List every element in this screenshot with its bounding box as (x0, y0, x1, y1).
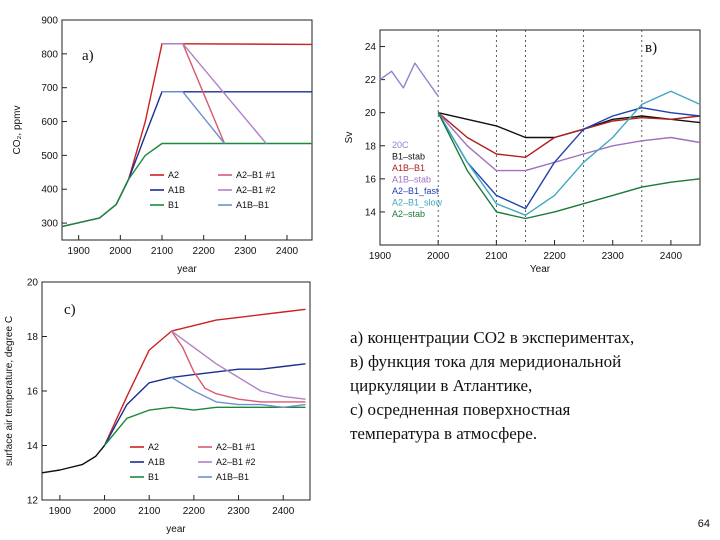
caption-line-c: c) осредненная поверхностная (350, 400, 571, 419)
y-tick-label: 600 (41, 117, 58, 128)
legend-label: B1 (148, 472, 159, 482)
legend-label: A2–B1 #2 (216, 457, 256, 467)
legend-label: B1–stab (392, 152, 425, 162)
series-line (162, 91, 226, 144)
caption-line-b: в) функция тока для меридиональной (350, 352, 622, 371)
y-tick-label: 16 (27, 387, 39, 398)
series-line (437, 112, 701, 158)
caption-line-a: a) концентрации CO2 в экспериментах, (350, 328, 635, 347)
legend-label: A2 (168, 170, 179, 180)
chart-atlantic-stream-function: 1900 2000 2100 2200 2300 2400 14 16 18 20 22 24 Year… (344, 29, 701, 275)
series-line (162, 43, 267, 144)
y-tick-label: 900 (41, 16, 58, 27)
legend-label: A1B (148, 457, 165, 467)
series-line (61, 91, 312, 228)
y-tick-label: 12 (27, 496, 39, 507)
x-tick-label: 1900 (49, 506, 72, 517)
legend-label: A2–B1 #1 (236, 170, 276, 180)
series-line (41, 445, 106, 474)
x-tick-label: 2100 (151, 246, 174, 257)
legend-label: A1B–B1 (216, 472, 249, 482)
legend-label: A2–B1_slow (392, 198, 443, 208)
x-tick-label: 2300 (602, 251, 625, 262)
page-number: 64 (697, 518, 710, 530)
y-tick-label: 18 (27, 332, 39, 343)
x-tick-label: 2400 (660, 251, 683, 262)
series-line (437, 112, 701, 172)
x-tick-label: 2300 (234, 246, 257, 257)
legend-label: A2–B1 #1 (216, 442, 256, 452)
series-line (437, 107, 701, 210)
y-tick-label: 300 (41, 219, 58, 230)
plot-frame (41, 281, 311, 501)
y-axis-label: CO₂, ppmv (12, 106, 23, 155)
x-tick-label: 2100 (138, 506, 161, 517)
series-line (171, 330, 306, 400)
legend-label: A1B–B1 (392, 163, 425, 173)
x-tick-label: 2200 (183, 506, 206, 517)
series-line (437, 90, 701, 216)
panel-label: a) (82, 48, 94, 64)
x-tick-label: 2200 (193, 246, 216, 257)
plot-frame (61, 19, 313, 241)
y-tick-label: 700 (41, 83, 58, 94)
panel-label: c) (64, 302, 76, 318)
series-line (171, 376, 306, 408)
plot-frame (379, 29, 701, 246)
x-tick-label: 1900 (369, 251, 392, 262)
legend-label: A2 (148, 442, 159, 452)
y-tick-label: 18 (365, 141, 377, 152)
y-tick-label: 14 (27, 441, 39, 452)
series-line (162, 43, 226, 144)
x-axis-label: year (166, 524, 186, 535)
legend-label: B1 (168, 200, 179, 210)
caption-line-b-cont: циркуляции в Атлантике, (350, 376, 533, 395)
x-tick-label: 2400 (272, 506, 295, 517)
series-line (379, 62, 439, 97)
series-line (103, 406, 306, 446)
panel-label: в) (645, 40, 657, 56)
y-tick-label: 800 (41, 49, 58, 60)
y-axis-label: Sv (344, 132, 355, 144)
series-line (61, 43, 313, 228)
x-axis-label: Year (530, 264, 551, 275)
y-tick-label: 400 (41, 185, 58, 196)
x-tick-label: 2000 (427, 251, 450, 262)
y-tick-label: 22 (365, 75, 377, 86)
y-tick-label: 16 (365, 174, 377, 185)
x-tick-label: 2200 (543, 251, 566, 262)
series-line (103, 308, 306, 446)
y-tick-label: 20 (365, 108, 377, 119)
x-tick-label: 2300 (227, 506, 250, 517)
caption-line-c-cont: температура в атмосфере. (350, 424, 538, 443)
chart-co2-concentration: 1900 2000 2100 2200 2300 2400 300 400 500 600 700 8… (12, 16, 313, 275)
series-line (103, 363, 306, 446)
y-tick-label: 20 (27, 278, 39, 289)
legend-label: A1B (168, 185, 185, 195)
x-axis-label: year (177, 264, 197, 275)
x-tick-label: 2400 (276, 246, 299, 257)
y-tick-label: 500 (41, 151, 58, 162)
x-tick-label: 2000 (93, 506, 116, 517)
y-tick-label: 14 (365, 207, 377, 218)
figure-caption: a) концентрации CO2 в экспериментах, в) … (350, 326, 710, 446)
series-line (61, 142, 312, 228)
x-tick-label: 2000 (109, 246, 132, 257)
legend-label: 20C (392, 140, 409, 150)
legend-label: A2–B1 #2 (236, 185, 276, 195)
series-line (170, 330, 306, 403)
y-tick-label: 24 (365, 42, 377, 53)
legend-label: A1B–stab (392, 175, 431, 185)
legend-label: A2–B1_fast (392, 186, 439, 196)
series-line (437, 112, 701, 220)
chart-surface-air-temperature: 1900 2000 2100 2200 2300 2400 12 14 16 18 20 year su… (4, 278, 311, 535)
legend-label: A1B–B1 (236, 200, 269, 210)
x-tick-label: 1900 (68, 246, 91, 257)
legend-label: A2–stab (392, 209, 425, 219)
x-tick-label: 2100 (485, 251, 508, 262)
y-axis-label: surface air temperature, degree C (4, 316, 15, 466)
